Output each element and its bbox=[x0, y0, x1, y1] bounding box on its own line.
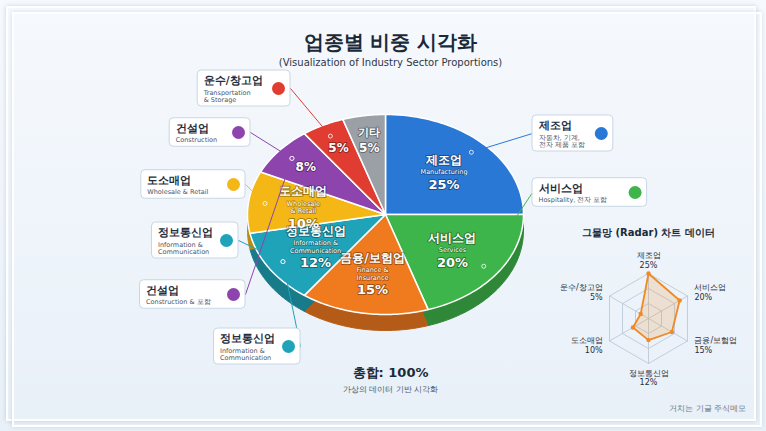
svg-text:Transportation& Storage: Transportation& Storage bbox=[203, 89, 251, 104]
svg-text:Construction & 포함: Construction & 포함 bbox=[146, 298, 211, 306]
svg-text:25%: 25% bbox=[428, 177, 459, 192]
svg-text:Manufacturing: Manufacturing bbox=[421, 168, 468, 176]
svg-text:기타: 기타 bbox=[358, 126, 380, 139]
svg-text:5%: 5% bbox=[328, 141, 348, 155]
svg-text:정보통신업: 정보통신업 bbox=[285, 224, 346, 238]
svg-text:업종별 비중 시각화: 업종별 비중 시각화 bbox=[304, 30, 478, 54]
svg-text:Information &Communication: Information &Communication bbox=[158, 241, 209, 256]
svg-text:서비스업: 서비스업 bbox=[428, 231, 476, 245]
svg-text:정보통신업: 정보통신업 bbox=[220, 332, 275, 344]
svg-text:Hospitality, 전자 포함: Hospitality, 전자 포함 bbox=[539, 196, 608, 204]
svg-text:도소매업10%: 도소매업10% bbox=[571, 336, 603, 354]
svg-text:8%: 8% bbox=[296, 160, 316, 174]
svg-text:도소매업: 도소매업 bbox=[147, 174, 191, 186]
svg-text:정보통신업: 정보통신업 bbox=[158, 226, 213, 238]
svg-text:제조업25%: 제조업25% bbox=[637, 251, 661, 269]
svg-text:정보통신업12%: 정보통신업12% bbox=[629, 369, 669, 387]
svg-text:자동차, 기계,전자 제품 포함: 자동차, 기계,전자 제품 포함 bbox=[539, 134, 585, 149]
svg-text:거치는 기글 주식메모: 거치는 기글 주식메모 bbox=[669, 404, 746, 413]
svg-text:건설업: 건설업 bbox=[176, 122, 209, 134]
svg-text:서비스업: 서비스업 bbox=[539, 182, 583, 194]
svg-text:금융/보험업15%: 금융/보험업15% bbox=[694, 336, 737, 354]
svg-text:총합: 100%: 총합: 100% bbox=[353, 365, 429, 380]
svg-text:가상의 데이터 기반 시각화: 가상의 데이터 기반 시각화 bbox=[343, 385, 439, 394]
svg-text:Information &Communication: Information &Communication bbox=[290, 239, 341, 254]
svg-text:도소매업: 도소매업 bbox=[279, 184, 327, 198]
svg-text:(Visualization of Industry Sec: (Visualization of Industry Sector Propor… bbox=[279, 57, 503, 68]
svg-text:20%: 20% bbox=[437, 255, 468, 270]
svg-text:운수/창고업: 운수/창고업 bbox=[204, 74, 263, 86]
svg-text:운수/창고업5%: 운수/창고업5% bbox=[560, 283, 603, 301]
svg-text:Wholesale& Retail: Wholesale& Retail bbox=[287, 200, 321, 215]
svg-text:Construction: Construction bbox=[176, 136, 217, 144]
svg-text:그물망 (Radar) 차트 데이터: 그물망 (Radar) 차트 데이터 bbox=[582, 227, 715, 238]
svg-text:건설업: 건설업 bbox=[146, 284, 179, 296]
svg-text:금융/보험업: 금융/보험업 bbox=[340, 251, 404, 265]
svg-text:Services: Services bbox=[439, 246, 467, 254]
svg-text:12%: 12% bbox=[300, 255, 331, 270]
svg-text:5%: 5% bbox=[359, 141, 379, 155]
svg-text:제조업: 제조업 bbox=[425, 153, 462, 167]
svg-text:Finance &Insurance: Finance &Insurance bbox=[357, 266, 389, 281]
svg-text:10%: 10% bbox=[288, 216, 319, 231]
svg-text:15%: 15% bbox=[357, 282, 388, 297]
svg-text:서비스업20%: 서비스업20% bbox=[694, 283, 726, 301]
svg-text:제조업: 제조업 bbox=[538, 119, 572, 131]
svg-text:Wholesale & Retail: Wholesale & Retail bbox=[147, 188, 208, 196]
svg-text:Information &Communication: Information &Communication bbox=[220, 347, 271, 362]
